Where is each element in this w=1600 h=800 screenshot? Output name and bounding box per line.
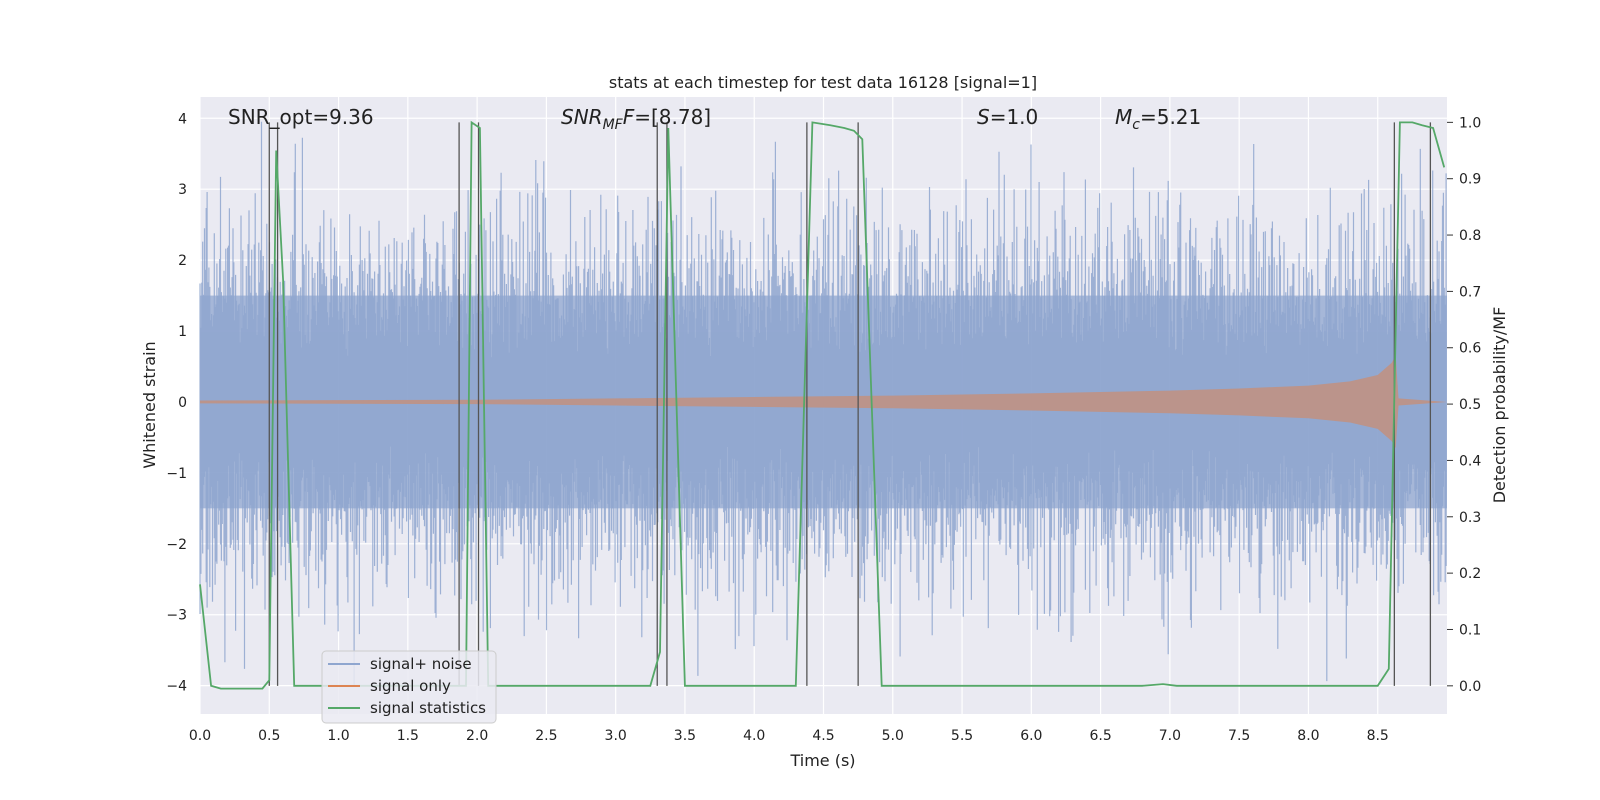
x-tick-label: 2.5 [535, 728, 557, 744]
y-axis-label-right: Detection probability/MF [1490, 307, 1509, 504]
annotation-snr-opt: SNR_opt=9.36 [228, 105, 374, 129]
x-tick-label: 1.0 [327, 728, 349, 744]
x-tick-label: 5.0 [882, 728, 904, 744]
x-tick-label: 5.5 [951, 728, 973, 744]
y-right-tick-label: 0.5 [1459, 397, 1481, 413]
annotation-mc: Mc=5.21 [1115, 105, 1201, 133]
y-right-tick-label: 0.8 [1459, 228, 1481, 244]
x-tick-label: 8.5 [1367, 728, 1389, 744]
annotation-s-label: S [977, 105, 990, 129]
y-tick-label: 0 [178, 395, 187, 411]
y-tick-label: 3 [178, 182, 187, 198]
series-signal-statistics [199, 120, 1446, 690]
y-right-tick-label: 0.4 [1459, 453, 1481, 469]
y-right-tick-label: 0.6 [1459, 341, 1481, 357]
x-tick-label: 4.5 [812, 728, 834, 744]
y-right-tick-label: 0.2 [1459, 566, 1481, 582]
y-right-tick-label: 1.0 [1459, 115, 1481, 131]
y-right-tick-label: 0.7 [1459, 284, 1481, 300]
x-tick-label: 0.0 [189, 728, 211, 744]
x-tick-label: 6.0 [1020, 728, 1042, 744]
annotation-snr-mf-value: =[8.78] [634, 105, 711, 129]
x-tick-label: 2.0 [466, 728, 488, 744]
y-tick-label: 2 [178, 253, 187, 269]
annotation-s: S=1.0 [977, 105, 1038, 129]
signal-statistics-line [199, 120, 1446, 690]
y-right-tick-label: 0.9 [1459, 172, 1481, 188]
legend-box [321, 650, 497, 724]
y-right-tick-label: 0.0 [1459, 679, 1481, 695]
y-tick-label: 1 [178, 324, 187, 340]
annotation-mc-label: M [1115, 105, 1132, 129]
y-right-tick-label: 0.1 [1459, 622, 1481, 638]
y-tick-label: −1 [166, 466, 187, 482]
x-tick-label: 0.5 [258, 728, 280, 744]
y-tick-label: 4 [178, 111, 187, 127]
x-tick-label: 3.0 [605, 728, 627, 744]
legend-label-signal-noise: signal+ noise [370, 655, 472, 673]
y-right-tick-label: 0.3 [1459, 510, 1481, 526]
annotation-mc-value: =5.21 [1140, 105, 1201, 129]
x-tick-label: 7.5 [1228, 728, 1250, 744]
legend-label-signal-only: signal only [370, 677, 451, 695]
x-tick-label: 1.5 [397, 728, 419, 744]
y-tick-label: −4 [166, 679, 187, 695]
annotation-snr-mf-sub: MF [603, 117, 624, 133]
x-tick-label: 3.5 [674, 728, 696, 744]
stats-annotations: SNR_opt=9.36 SNRMFF=[8.78] S=1.0 Mc=5.21 [228, 105, 1201, 133]
y-axis-label-left: Whitened strain [140, 341, 159, 468]
annotation-snr-mf-label: SNR [561, 105, 603, 129]
annotation-s-value: =1.0 [990, 105, 1039, 129]
series-signal-only [200, 355, 1447, 449]
x-tick-label: 4.0 [743, 728, 765, 744]
x-tick-label: 8.0 [1297, 728, 1319, 744]
x-tick-label: 7.0 [1159, 728, 1181, 744]
y-tick-label: −2 [166, 537, 187, 553]
chart-title: stats at each timestep for test data 161… [609, 73, 1037, 92]
x-tick-label: 6.5 [1089, 728, 1111, 744]
legend-label-signal-statistics: signal statistics [370, 699, 486, 717]
annotation-mc-sub: c [1132, 117, 1140, 133]
signal-only-envelope [200, 355, 1447, 449]
y-tick-label: −3 [166, 608, 187, 624]
x-axis-label: Time (s) [789, 751, 855, 770]
legend: signal+ noise signal only signal statist… [321, 650, 497, 724]
annotation-snr-mf: SNRMFF=[8.78] [561, 105, 711, 133]
tick-labels: 0.0 0.5 1.0 1.5 2.0 2.5 3.0 3.5 4.0 4.5 5.0 5.5 6.0 6… [166, 111, 1481, 744]
